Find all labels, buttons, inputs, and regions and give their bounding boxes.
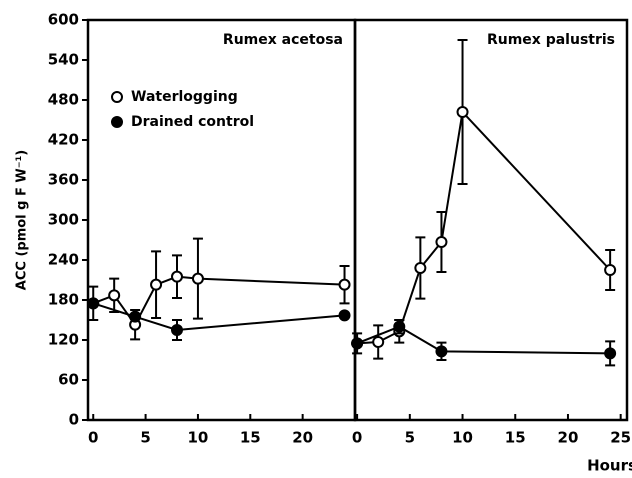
x-tick-label: 10 [188,429,209,447]
y-tick-label: 420 [48,131,79,149]
data-point [171,324,183,336]
y-tick-label: 240 [48,251,79,269]
data-point [435,236,448,248]
x-tick-label: 15 [505,429,526,447]
x-tick-label: 0 [352,429,362,447]
data-point [338,278,351,291]
x-tick-label: 5 [405,429,415,447]
data-point [414,262,427,274]
panel-title: Rumex acetosa [223,32,343,48]
x-axis-label: Hours [587,457,632,475]
y-tick-label: 300 [48,211,79,229]
y-tick-label: 60 [58,371,79,389]
legend-label: Drained control [131,114,254,130]
y-tick-label: 600 [48,11,79,29]
x-tick-label: 10 [452,429,473,447]
data-point [150,278,163,291]
data-point [338,309,351,322]
data-point [129,310,142,323]
data-point [372,336,385,348]
x-tick-label: 5 [140,429,150,447]
y-axis-label: ACC (pmol g F W⁻¹) [15,150,30,290]
panel-title: Rumex palustris [487,32,615,48]
legend-marker [111,91,123,103]
x-tick-label: 20 [292,429,313,447]
data-point [604,347,617,360]
data-point [604,264,617,276]
y-tick-label: 360 [48,171,79,189]
data-point [108,289,121,302]
panel-frame [86,18,357,422]
series-line [357,109,611,345]
data-point [191,272,204,285]
x-tick-label: 0 [88,429,98,447]
x-tick-label: 15 [240,429,261,447]
y-tick-label: 0 [69,411,79,429]
x-tick-label: 20 [558,429,579,447]
series-line [92,302,345,332]
legend-label: Waterlogging [131,89,238,105]
data-point [456,106,469,118]
data-point [87,297,100,310]
x-tick-label: 25 [610,429,631,447]
legend-marker [111,116,123,128]
data-point [435,345,448,358]
y-tick-label: 120 [48,331,79,349]
data-point [171,270,183,283]
y-tick-label: 480 [48,91,79,109]
panel-frame [353,18,629,422]
y-tick-label: 180 [48,291,79,309]
series-line [356,325,611,355]
data-point [351,337,364,350]
data-point [393,320,406,333]
y-tick-label: 540 [48,51,79,69]
